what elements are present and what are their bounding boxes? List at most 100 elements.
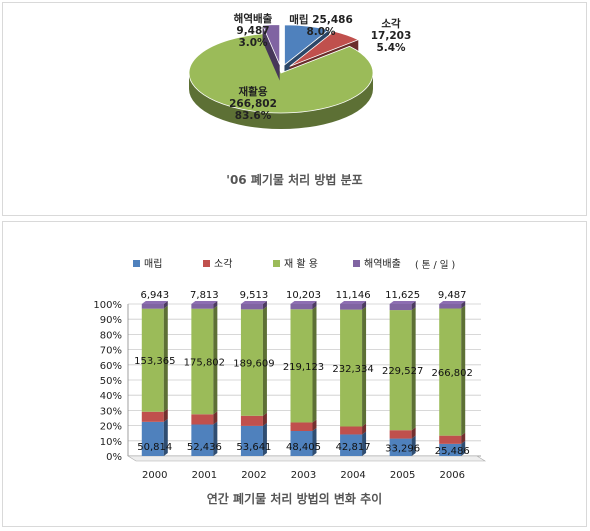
pie-label-line: 3.0%: [238, 37, 268, 49]
y-tick-label: 40%: [100, 391, 122, 402]
data-label: 9,487: [438, 290, 467, 301]
data-label: 52,436: [187, 442, 222, 453]
data-label: 219,123: [283, 362, 324, 373]
stacked-bar-chart: 0% 10% 20% 30% 40% 50% 60% 70% 80% 90% 100% 매립 소각 재 활…: [93, 257, 487, 481]
data-label: 53,641: [236, 442, 271, 453]
bar-segment-2001-2: [191, 411, 218, 425]
bar-segment-2001-4: [191, 301, 218, 309]
data-label: 7,813: [190, 290, 219, 301]
x-tick-label: 2004: [340, 470, 365, 481]
data-label: 153,365: [134, 356, 175, 367]
bar-segment-2006-1: [439, 440, 466, 456]
bar-segment-2006-4: [439, 301, 466, 309]
data-label: 33,296: [385, 443, 420, 454]
legend-item-4: 해역배출: [353, 257, 401, 270]
bar-segment-2003-1: [290, 427, 317, 456]
bar-segment-2000-2: [141, 408, 168, 422]
pie-label-line: 8.0%: [306, 26, 336, 38]
bar-segment-2005-4: [389, 301, 416, 311]
y-tick-label: 20%: [100, 422, 122, 433]
pie-label-line: 5.4%: [376, 42, 406, 54]
data-label: 50,814: [137, 442, 172, 453]
y-tick-label: 50%: [100, 376, 122, 387]
pie-label-2: 소각 17,203 5.4%: [371, 18, 412, 54]
bar-segment-2003-2: [290, 419, 317, 431]
pie-label-3: 재활용 266,802 83.6%: [229, 85, 277, 122]
bar-segment-2004-3: [340, 306, 367, 427]
y-tick-label: 80%: [100, 330, 122, 341]
legend-item-2: 소각: [203, 258, 232, 270]
svg-text:재 활 용: 재 활 용: [284, 257, 318, 270]
svg-text:해역배출: 해역배출: [364, 257, 401, 270]
pie-label-line: 17,203: [371, 30, 412, 42]
bar-segment-2005-1: [389, 435, 416, 456]
pie-label-line: 83.6%: [235, 110, 272, 122]
data-label: 189,609: [233, 359, 274, 370]
data-label: 232,334: [332, 364, 373, 375]
pie-label-line: 재활용: [239, 85, 268, 98]
bar-segment-2002-2: [240, 412, 267, 426]
data-label: 6,943: [140, 290, 169, 301]
bar-segment-2003-4: [290, 301, 317, 310]
legend-item-3: 재 활 용: [273, 257, 318, 270]
data-label: 25,486: [435, 446, 470, 457]
data-label: 9,513: [240, 290, 269, 301]
x-tick-label: 2000: [142, 470, 167, 481]
pie-label-line: 9,487: [236, 25, 269, 37]
bar-segment-2000-4: [141, 301, 168, 309]
y-tick-label: 70%: [100, 346, 122, 357]
pie-label-line: 매립 25,486: [289, 13, 353, 26]
bar-segment-2001-3: [191, 305, 218, 415]
bar-segment-2002-1: [240, 422, 267, 456]
legend-item-1: 매립: [133, 257, 162, 270]
pie-chart-panel: 매립 25,486 8.0% 소각 17,203 5.4% 재활용 266,802 83.6%…: [2, 2, 587, 216]
bar-segment-2002-3: [240, 306, 267, 416]
data-label: 266,802: [432, 368, 473, 379]
data-label: 48,405: [286, 442, 321, 453]
bar-chart-panel: 0% 10% 20% 30% 40% 50% 60% 70% 80% 90% 100% 매립 소각 재 활…: [2, 221, 587, 527]
pie-label-line: 266,802: [229, 98, 277, 110]
data-label: 11,625: [385, 290, 420, 301]
x-tick-label: 2006: [439, 470, 464, 481]
x-tick-label: 2002: [241, 470, 266, 481]
y-tick-label: 30%: [100, 406, 122, 417]
y-tick-label: 90%: [100, 315, 122, 326]
pie-label-4: 해역배출 9,487 3.0%: [234, 12, 273, 49]
pie-chart: 매립 25,486 8.0% 소각 17,203 5.4% 재활용 266,802 83.6%…: [188, 12, 412, 129]
data-label: 11,146: [336, 290, 371, 301]
svg-text:매립: 매립: [144, 257, 162, 270]
y-tick-label: 100%: [93, 300, 122, 311]
y-tick-label: 0%: [106, 452, 122, 463]
y-tick-label: 10%: [100, 437, 122, 448]
bar-segment-2004-2: [340, 423, 367, 435]
x-tick-label: 2003: [291, 470, 316, 481]
pie-label-line: 해역배출: [234, 12, 273, 25]
data-label: 10,203: [286, 290, 321, 301]
bar-chart-title: 연간 폐기물 처리 방법의 변화 추이: [206, 492, 383, 506]
bar-segment-2001-1: [191, 421, 218, 456]
unit-label: ( 톤 / 일 ): [415, 260, 455, 271]
data-label: 229,527: [382, 366, 423, 377]
data-label: 42,817: [336, 442, 371, 453]
bar-segment-2000-3: [141, 305, 168, 412]
x-tick-label: 2005: [390, 470, 415, 481]
y-tick-label: 60%: [100, 361, 122, 372]
x-tick-label: 2001: [192, 470, 217, 481]
pie-chart-title: '06 폐기물 처리 방법 분포: [226, 173, 363, 187]
pie-slice-4: [262, 24, 281, 81]
bar-segment-2006-3: [439, 305, 466, 436]
bar-segment-2005-3: [389, 307, 416, 431]
pie-slice-3: [188, 33, 374, 129]
pie-label-line: 소각: [381, 18, 401, 30]
pie-label-1: 매립 25,486 8.0%: [289, 13, 353, 38]
bar-segment-2000-1: [141, 418, 168, 456]
svg-text:소각: 소각: [214, 258, 232, 270]
bar-segment-2002-4: [240, 301, 267, 310]
chart-floor: [126, 455, 487, 462]
bar-segment-2004-4: [340, 301, 367, 310]
bar-segment-2006-2: [439, 432, 466, 444]
data-label: 175,802: [184, 357, 225, 368]
bar-segment-2003-3: [290, 306, 317, 423]
bar-segment-2005-2: [389, 427, 416, 439]
bar-segment-2004-1: [340, 431, 367, 456]
